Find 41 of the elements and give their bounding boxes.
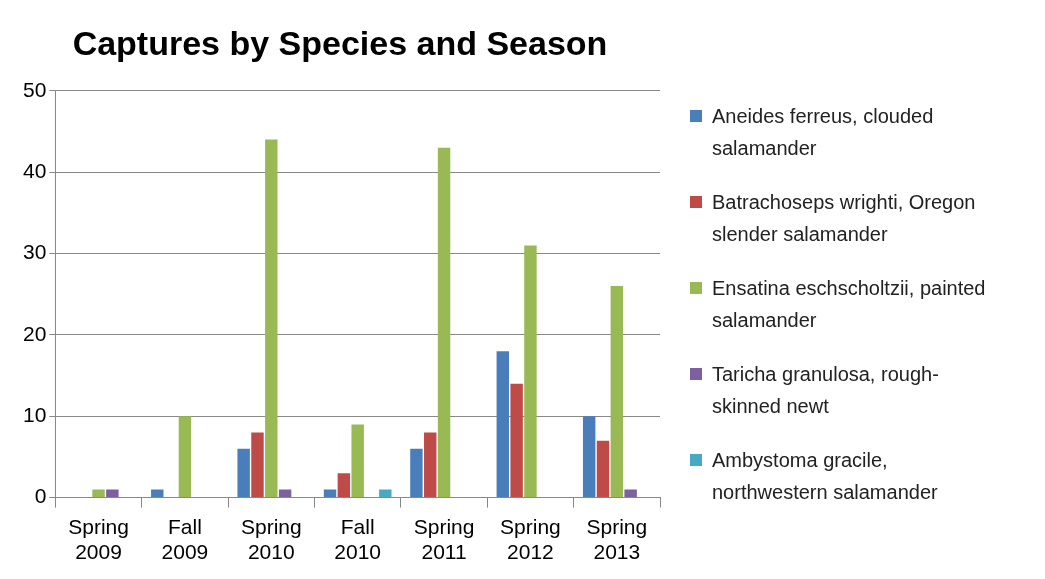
bar bbox=[351, 424, 364, 498]
x-tick-label: Fall 2009 bbox=[161, 515, 209, 564]
bar bbox=[596, 440, 610, 498]
chart-title: Captures by Species and Season bbox=[72, 23, 608, 62]
bar bbox=[265, 139, 278, 498]
bar bbox=[437, 147, 451, 498]
bar bbox=[410, 448, 423, 498]
bar bbox=[178, 416, 192, 498]
y-tick-label: 10 bbox=[23, 403, 47, 427]
y-tick-label: 0 bbox=[34, 484, 47, 508]
bar bbox=[151, 489, 164, 498]
bar bbox=[278, 489, 292, 498]
bar bbox=[510, 383, 523, 498]
bar bbox=[379, 489, 392, 498]
legend-label: Taricha granulosa, rough-skinned newt bbox=[712, 362, 940, 419]
legend-label: Ensatina eschscholtzii, painted salamander bbox=[712, 276, 987, 333]
x-tick-label: Spring 2009 bbox=[68, 515, 129, 564]
x-tick-label: Fall 2010 bbox=[334, 515, 382, 564]
bar bbox=[323, 489, 337, 498]
bar bbox=[624, 489, 637, 498]
bar bbox=[496, 351, 510, 498]
bar bbox=[424, 432, 437, 498]
legend-label: Ambystoma gracile, northwestern salamander bbox=[712, 448, 939, 505]
y-tick-label: 30 bbox=[23, 240, 47, 264]
legend-label: Batrachoseps wrighti, Oregon slender salamander bbox=[712, 190, 977, 247]
bar bbox=[582, 416, 596, 498]
y-tick-label: 40 bbox=[23, 158, 47, 182]
y-tick-label: 20 bbox=[23, 321, 47, 345]
x-tick-label: Spring 2010 bbox=[240, 515, 302, 564]
y-tick-label: 50 bbox=[23, 77, 47, 101]
x-tick-label: Spring 2011 bbox=[413, 515, 475, 564]
bar bbox=[106, 489, 119, 498]
bar bbox=[524, 245, 537, 498]
legend-label: Aneides ferreus, clouded salamander bbox=[712, 104, 935, 161]
x-tick-label: Spring 2012 bbox=[500, 515, 561, 564]
x-tick-label: Spring 2013 bbox=[586, 515, 648, 564]
bar bbox=[251, 432, 264, 498]
bar bbox=[610, 286, 624, 498]
bar bbox=[237, 448, 250, 498]
bar bbox=[92, 489, 105, 498]
bar bbox=[337, 473, 351, 498]
